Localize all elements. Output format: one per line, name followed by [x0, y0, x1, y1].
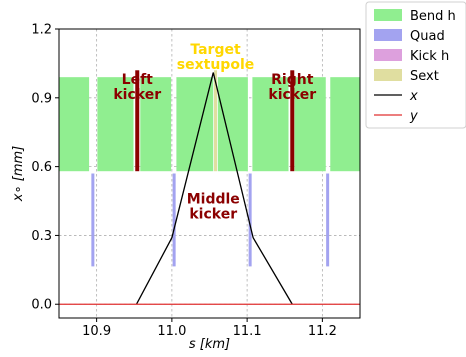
y-tick-label: 0.3	[31, 229, 52, 244]
annotation-line: kicker	[189, 206, 237, 222]
annotation-line: Middle	[187, 191, 240, 207]
legend-swatch	[374, 69, 402, 81]
kicker	[290, 70, 295, 172]
annotation-line: kicker	[268, 87, 316, 103]
annotation-line: Right	[271, 72, 314, 88]
x-axis-label: s [km]	[189, 337, 230, 352]
bend-magnet	[59, 77, 90, 172]
legend-label: x	[409, 89, 418, 104]
annotation-label: Right kicker	[268, 72, 316, 103]
bend-magnet	[252, 77, 289, 172]
x-tick-label: 11.1	[233, 324, 262, 339]
annotation-label: Left kicker	[113, 72, 161, 103]
annotation-line: sextupole	[177, 57, 254, 73]
annotation-line: Left	[122, 72, 154, 88]
y-axis-label: x∘ [mm]	[11, 146, 26, 202]
quadrupole	[91, 173, 95, 267]
quadrupole	[172, 173, 176, 267]
y-tick-label: 0.6	[31, 160, 52, 175]
legend-label: Quad	[410, 29, 445, 44]
bend-magnet	[140, 77, 172, 172]
legend-label: Kick h	[410, 49, 449, 64]
axes-frame	[58, 28, 361, 319]
series-line-x	[135, 72, 293, 305]
annotation-label: Target sextupole	[177, 42, 254, 73]
annotation-line: Target	[190, 42, 241, 58]
y-tick-label: 0.9	[31, 91, 52, 106]
bend-magnet	[176, 77, 214, 172]
legend-label: y	[409, 109, 418, 124]
bend-magnet	[217, 77, 248, 172]
quadrupole	[326, 173, 330, 267]
quadrupole	[248, 173, 252, 267]
legend-swatch	[374, 49, 402, 61]
annotation-line: kicker	[113, 87, 161, 103]
bend-magnet	[330, 77, 360, 172]
sextupole	[214, 70, 218, 172]
annotation-label: Middle kicker	[187, 191, 240, 222]
y-tick-label: 1.2	[31, 23, 52, 38]
x-tick-label: 10.9	[82, 324, 111, 339]
bend-magnet	[294, 77, 326, 172]
x-tick-label: 11.0	[157, 324, 186, 339]
legend-swatch	[374, 29, 402, 41]
kicker	[135, 70, 140, 172]
x-tick-label: 11.2	[308, 324, 337, 339]
legend-label: Bend h	[410, 9, 456, 24]
plot-area	[59, 29, 360, 318]
legend-swatch	[374, 9, 402, 21]
y-tick-label: 0.0	[31, 298, 52, 313]
legend-label: Sext	[410, 69, 439, 84]
bend-magnet	[97, 77, 134, 172]
